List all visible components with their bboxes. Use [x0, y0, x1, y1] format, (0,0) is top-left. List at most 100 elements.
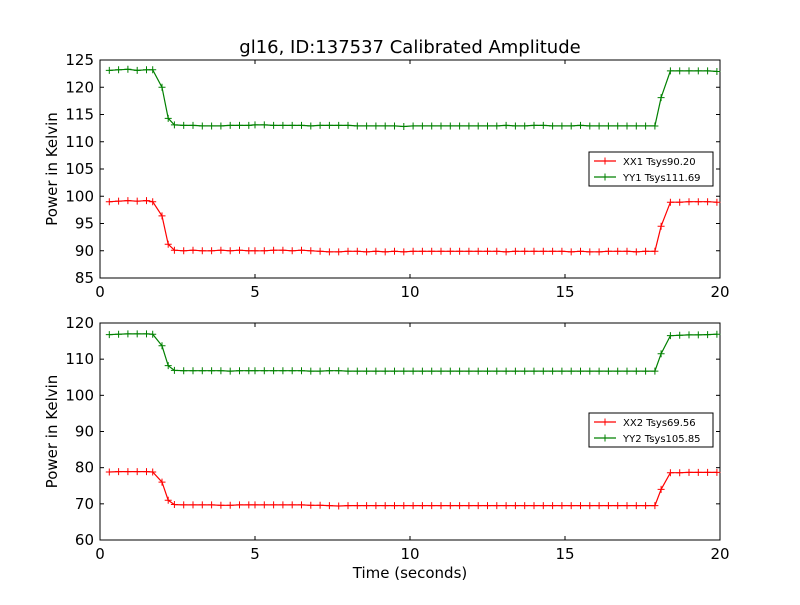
- data-point: [632, 122, 640, 130]
- data-point: [586, 122, 594, 130]
- data-point: [474, 247, 482, 255]
- data-point: [577, 502, 584, 510]
- bottom-panel: 0 5 10 15 20 60 70 80 90 100 110 120 Power in Kelvin…: [43, 314, 730, 563]
- data-point: [217, 367, 225, 375]
- data-point: [133, 197, 141, 205]
- y-axis-label: Power in Kelvin: [43, 112, 61, 226]
- legend-label: YY1 Tsys111.69: [622, 173, 701, 184]
- data-point: [149, 66, 157, 74]
- y-tick-label: 100: [65, 386, 94, 404]
- data-point: [539, 247, 547, 255]
- data-point: [577, 121, 584, 129]
- data-point: [539, 502, 547, 510]
- data-point: [511, 247, 519, 255]
- data-point: [502, 248, 510, 256]
- data-point: [493, 502, 501, 510]
- data-point: [158, 478, 166, 486]
- data-point: [465, 367, 473, 375]
- data-point: [189, 246, 197, 254]
- data-point: [428, 502, 436, 510]
- data-point: [307, 247, 315, 255]
- data-point: [713, 468, 721, 476]
- data-point: [316, 121, 324, 129]
- data-point: [694, 198, 702, 206]
- data-point: [400, 502, 408, 510]
- chart-title: gl16, ID:137537 Calibrated Amplitude: [239, 37, 580, 58]
- data-point: [372, 502, 380, 510]
- data-point: [353, 247, 361, 255]
- x-tick-label: 10: [400, 283, 419, 301]
- data-point: [521, 502, 529, 510]
- data-point: [344, 247, 352, 255]
- x-tick-label: 0: [95, 283, 105, 301]
- data-point: [567, 502, 575, 510]
- data-point: [676, 67, 684, 75]
- x-tick-label: 10: [400, 545, 419, 563]
- data-point: [198, 501, 206, 509]
- data-point: [180, 247, 188, 255]
- data-point: [409, 247, 417, 255]
- data-point: [446, 502, 454, 510]
- data-point: [115, 468, 123, 476]
- data-point: [245, 367, 253, 375]
- data-point: [418, 502, 426, 510]
- data-point: [391, 247, 398, 255]
- data-point: [288, 501, 296, 509]
- data-point: [586, 248, 594, 256]
- y-tick-label: 80: [75, 459, 94, 477]
- data-point: [372, 367, 380, 375]
- data-point: [391, 502, 398, 510]
- data-point: [511, 122, 519, 130]
- data-point: [493, 122, 501, 130]
- data-point: [400, 367, 408, 375]
- data-point: [428, 367, 436, 375]
- data-point: [446, 367, 454, 375]
- data-point: [226, 247, 234, 255]
- data-point: [409, 502, 417, 510]
- data-point: [270, 121, 278, 129]
- data-point: [170, 366, 178, 374]
- data-point: [502, 502, 510, 510]
- data-point: [344, 367, 352, 375]
- data-point: [614, 122, 622, 130]
- data-point: [530, 121, 538, 129]
- data-point: [623, 502, 631, 510]
- data-point: [236, 367, 243, 375]
- data-point: [158, 83, 166, 91]
- y-tick-label: 105: [65, 160, 94, 178]
- data-point: [558, 502, 566, 510]
- data-point: [180, 367, 188, 375]
- data-point: [623, 367, 631, 375]
- data-point: [391, 122, 398, 130]
- data-point: [316, 367, 324, 375]
- data-point: [539, 367, 547, 375]
- y-tick-label: 100: [65, 187, 94, 205]
- data-point: [279, 367, 287, 375]
- x-tick-label: 20: [710, 283, 729, 301]
- data-point: [685, 198, 693, 206]
- data-point: [217, 246, 225, 254]
- data-point: [353, 122, 361, 130]
- x-tick-label: 20: [710, 545, 729, 563]
- data-point: [549, 367, 557, 375]
- y-tick-label: 115: [65, 106, 94, 124]
- data-point: [484, 367, 491, 375]
- data-point: [372, 247, 380, 255]
- data-point: [595, 367, 603, 375]
- data-point: [316, 247, 324, 255]
- data-point: [307, 367, 315, 375]
- data-point: [164, 362, 172, 370]
- data-point: [614, 247, 622, 255]
- data-point: [642, 247, 650, 255]
- data-point: [632, 248, 640, 256]
- data-point: [657, 222, 665, 230]
- data-point: [133, 330, 141, 338]
- data-point: [694, 331, 702, 339]
- data-point: [704, 468, 712, 476]
- data-point: [198, 367, 206, 375]
- data-point: [676, 469, 684, 477]
- data-point: [642, 367, 650, 375]
- data-point: [657, 94, 665, 102]
- data-point: [666, 469, 674, 477]
- data-point: [521, 367, 529, 375]
